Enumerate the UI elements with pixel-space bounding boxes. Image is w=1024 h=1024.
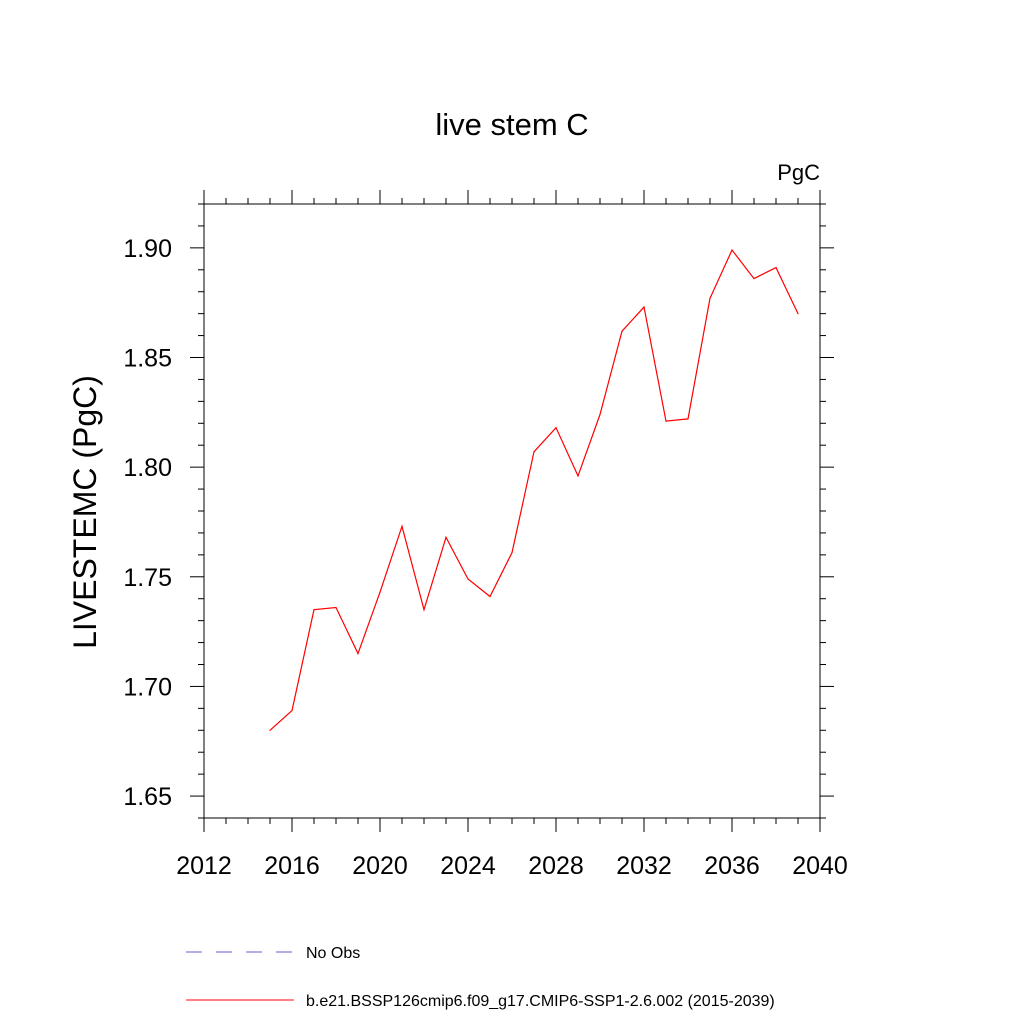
data-point bbox=[401, 525, 403, 527]
data-point bbox=[665, 420, 667, 422]
chart-title: live stem C bbox=[435, 107, 588, 142]
data-point bbox=[533, 451, 535, 453]
legend-label: No Obs bbox=[306, 945, 360, 962]
units-label: PgC bbox=[777, 160, 820, 185]
x-tick-label: 2028 bbox=[528, 852, 584, 880]
series-line bbox=[269, 248, 799, 731]
data-point bbox=[467, 578, 469, 580]
y-tick-label: 1.80 bbox=[123, 454, 172, 482]
data-point bbox=[797, 313, 799, 315]
legend-label: b.e21.BSSP126cmip6.f09_g17.CMIP6-SSP1-2.… bbox=[306, 993, 775, 1010]
data-point bbox=[379, 591, 381, 593]
y-tick-label: 1.90 bbox=[123, 235, 172, 263]
data-point bbox=[335, 606, 337, 609]
data-point bbox=[269, 729, 271, 731]
data-point bbox=[599, 413, 601, 416]
data-point bbox=[687, 418, 689, 420]
y-tick-label: 1.70 bbox=[123, 673, 172, 701]
x-tick-label: 2012 bbox=[176, 852, 232, 880]
x-tick-label: 2020 bbox=[352, 852, 408, 880]
data-point bbox=[291, 709, 293, 712]
data-point bbox=[577, 475, 579, 477]
y-tick-label: 1.85 bbox=[123, 345, 172, 373]
data-point bbox=[445, 536, 447, 538]
data-point bbox=[357, 652, 359, 655]
data-point bbox=[775, 266, 777, 269]
x-tick-label: 2024 bbox=[440, 852, 496, 880]
axis-ticks: 2012 2016 2020 2024 2028 2032 2036 2040 1.65 1.70… bbox=[123, 190, 848, 880]
data-point bbox=[511, 552, 513, 554]
data-point bbox=[423, 609, 425, 611]
data-point bbox=[643, 306, 645, 308]
y-tick-label: 1.65 bbox=[123, 783, 172, 811]
plot-frame bbox=[203, 203, 821, 819]
y-axis-label: LIVESTEMC (PgC) bbox=[67, 375, 103, 649]
x-tick-label: 2032 bbox=[616, 852, 672, 880]
data-point bbox=[731, 249, 733, 251]
x-tick-label: 2036 bbox=[704, 852, 760, 880]
series-layer bbox=[269, 248, 799, 731]
x-tick-label: 2016 bbox=[264, 852, 320, 880]
data-point bbox=[621, 330, 623, 332]
data-point bbox=[753, 277, 755, 280]
data-point bbox=[313, 609, 315, 611]
data-point bbox=[489, 595, 491, 598]
y-tick-label: 1.75 bbox=[123, 564, 172, 592]
x-tick-label: 2040 bbox=[792, 852, 848, 880]
legend: No Obs b.e21.BSSP126cmip6.f09_g17.CMIP6-S… bbox=[186, 945, 775, 1010]
data-point bbox=[709, 297, 711, 299]
data-point bbox=[555, 427, 557, 429]
